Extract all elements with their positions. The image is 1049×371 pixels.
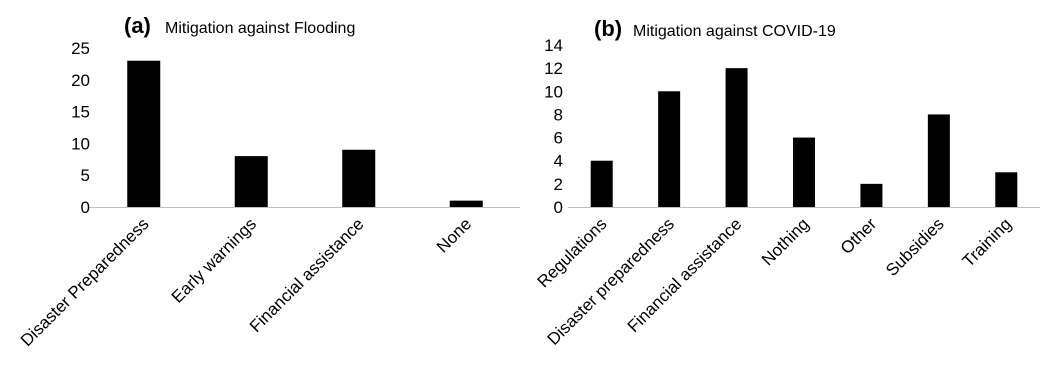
panel-b-bar	[860, 183, 883, 207]
panel-b-ytick-label: 12	[544, 59, 563, 78]
panel-b-category-label: Nothing	[758, 214, 813, 269]
panel-a-ytick-label: 25	[71, 39, 90, 58]
panel-a-label: (a)	[124, 13, 151, 38]
panel-b-category-label: Other	[837, 214, 881, 258]
panel-a-ytick-label: 15	[71, 103, 90, 122]
panel-a-bar	[342, 149, 376, 207]
panel-a-bar	[449, 200, 483, 207]
panel-a-bar	[234, 156, 268, 207]
panel-a-bar	[127, 60, 161, 207]
panel-b-ytick-label: 4	[554, 152, 563, 171]
panel-b-bar	[725, 68, 748, 208]
panel-b-bar	[793, 137, 815, 207]
panel-b-ytick-label: 8	[554, 105, 563, 124]
panel-a-ytick-label: 10	[71, 134, 90, 153]
panel-a-category-label: Early warnings	[168, 214, 260, 306]
panel-a-ytick-label: 20	[71, 71, 90, 90]
panel-a-category-label: Disaster Preparedness	[17, 214, 153, 350]
panel-b-category-label: Financial assistance	[624, 214, 746, 336]
panel-b-bar	[927, 114, 950, 207]
panel-a-category-label: Financial assistance	[246, 214, 368, 336]
panel-a-ytick-label: 0	[81, 198, 90, 217]
panel-a-chart: 0 5 10 15 20 25 Disaster Preparedness Early war…	[17, 39, 520, 350]
panel-a-title: Mitigation against Flooding	[165, 20, 355, 37]
panel-b-bar	[995, 172, 1018, 207]
panel-b-ytick-label: 0	[554, 198, 563, 217]
panel-b-bar	[658, 91, 681, 207]
panel-b-ytick-label: 14	[544, 36, 563, 55]
panel-a-category-label: None	[433, 214, 475, 256]
panel-b-title: Mitigation against COVID-19	[633, 23, 836, 40]
panel-b-category-label: Training	[959, 214, 1015, 270]
panel-b-label: (b)	[594, 16, 622, 41]
panel-b-category-label: Disaster preparedness	[544, 214, 678, 348]
panel-b-ytick-label: 6	[554, 129, 563, 148]
panel-b-category-label: Subsidies	[882, 214, 948, 280]
panel-b-ytick-label: 10	[544, 82, 563, 101]
panel-b-ytick-label: 2	[554, 175, 563, 194]
panel-a-ytick-label: 5	[81, 166, 90, 185]
panel-b-bar	[590, 160, 613, 207]
